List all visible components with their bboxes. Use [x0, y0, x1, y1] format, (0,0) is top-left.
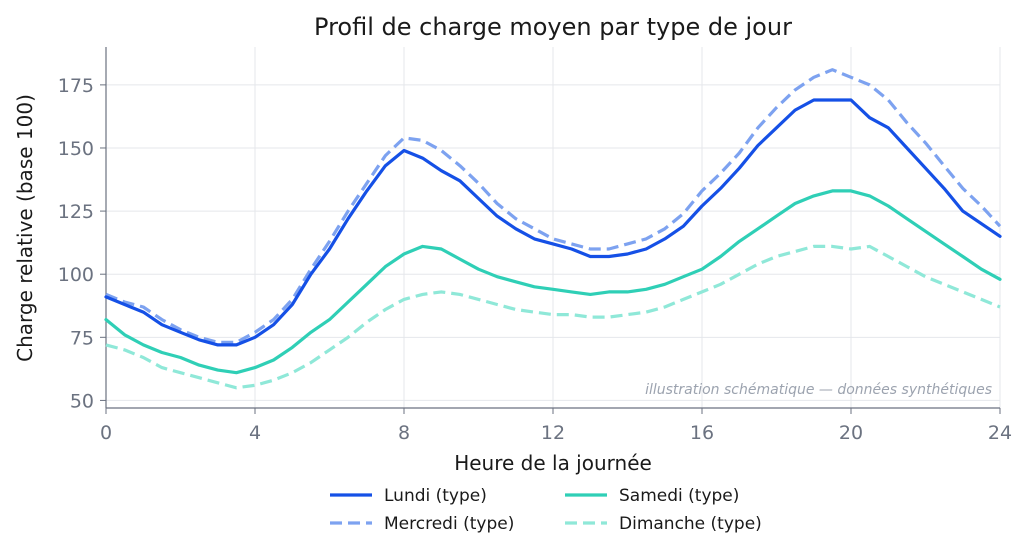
y-axis-label: Charge relative (base 100)	[13, 94, 37, 362]
y-tick-label: 125	[58, 201, 94, 223]
series-line-1	[104, 98, 1002, 347]
y-tick-label: 75	[70, 327, 94, 349]
x-tick-label: 16	[690, 422, 714, 444]
chart-annotation: illustration schématique — données synth…	[645, 382, 992, 398]
y-tick-label: 100	[58, 264, 94, 286]
x-tick-label: 12	[541, 422, 565, 444]
x-tick-label: 0	[100, 422, 112, 444]
x-tick-label: 20	[839, 422, 863, 444]
legend-label: Mercredi (type)	[384, 514, 514, 534]
series-line-3	[104, 189, 1002, 375]
grid	[105, 47, 1001, 408]
x-tick-label: 4	[249, 422, 261, 444]
series-line-2	[105, 68, 1002, 344]
legend-label: Lundi (type)	[384, 486, 487, 506]
legend: Lundi (type) Mercredi (type) Samedi (type)…	[330, 486, 762, 534]
chart-title: Profil de charge moyen par type de jour	[314, 13, 792, 41]
ticks: 0 4 8 12 16 20 24 50 75 100 125 150 175	[58, 75, 1012, 444]
x-axis-label: Heure de la journée	[454, 451, 652, 475]
x-tick-label: 24	[988, 422, 1012, 444]
y-tick-label: 50	[70, 390, 94, 412]
y-tick-label: 150	[58, 138, 94, 160]
x-tick-label: 8	[398, 422, 410, 444]
legend-label: Samedi (type)	[619, 486, 739, 506]
series-group	[104, 68, 1002, 390]
y-tick-label: 175	[58, 75, 94, 97]
legend-label: Dimanche (type)	[619, 514, 762, 534]
series-line-4	[105, 244, 1001, 390]
